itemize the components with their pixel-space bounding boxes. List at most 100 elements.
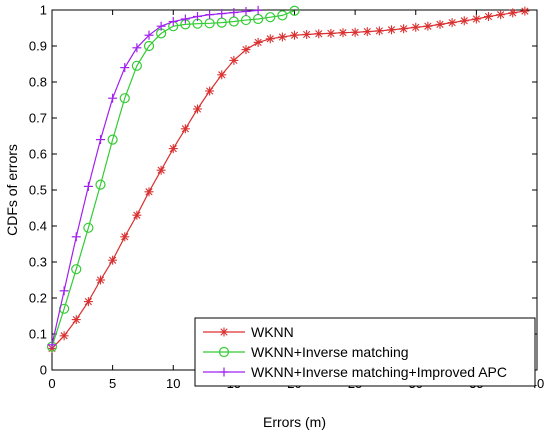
series-layer xyxy=(46,5,530,353)
data-point-asterisk xyxy=(253,37,263,47)
y-tick-label: 0 xyxy=(40,363,47,378)
series-line xyxy=(51,10,525,349)
legend-label: WKNN+Inverse matching+Improved APC xyxy=(251,364,507,380)
data-point-circle xyxy=(131,60,142,71)
data-point-plus xyxy=(253,5,263,15)
data-point-asterisk xyxy=(314,29,324,39)
data-point-asterisk xyxy=(219,327,229,337)
data-point-asterisk xyxy=(447,18,457,28)
series-3 xyxy=(47,5,263,350)
data-point-asterisk xyxy=(326,28,336,38)
y-tick-label: 0.7 xyxy=(29,111,47,126)
data-point-asterisk xyxy=(435,19,445,29)
data-point-plus xyxy=(71,232,81,242)
data-point-asterisk xyxy=(350,27,360,37)
data-point-asterisk xyxy=(108,255,118,265)
data-point-plus xyxy=(193,11,202,21)
data-point-asterisk xyxy=(180,124,190,134)
data-point-plus xyxy=(219,367,229,377)
data-point-asterisk xyxy=(508,8,518,18)
data-point-asterisk xyxy=(374,26,384,36)
data-point-asterisk xyxy=(387,25,396,35)
data-point-plus xyxy=(229,8,239,18)
data-point-circle xyxy=(107,134,118,145)
y-tick-label: 0.2 xyxy=(29,291,47,306)
data-point-asterisk xyxy=(241,45,251,55)
data-point-asterisk xyxy=(471,14,481,24)
data-point-plus xyxy=(241,6,251,16)
data-point-asterisk xyxy=(338,28,348,38)
data-point-asterisk xyxy=(290,30,299,40)
data-point-asterisk xyxy=(217,70,227,80)
data-point-asterisk xyxy=(132,210,142,220)
data-point-plus xyxy=(205,10,215,20)
plot-area xyxy=(51,9,538,371)
data-point-asterisk xyxy=(71,315,81,325)
data-point-plus xyxy=(144,30,154,40)
data-point-plus xyxy=(132,43,142,53)
data-point-asterisk xyxy=(168,144,178,154)
data-point-plus xyxy=(156,21,166,31)
data-point-asterisk xyxy=(520,6,530,16)
legend-label: WKNN xyxy=(251,324,294,340)
data-point-circle xyxy=(277,10,288,21)
data-point-asterisk xyxy=(302,29,312,39)
data-point-asterisk xyxy=(59,331,69,341)
y-tick-label: 0.1 xyxy=(29,327,47,342)
y-tick-label: 0.4 xyxy=(29,219,47,234)
y-tick-label: 0.9 xyxy=(29,39,47,54)
data-point-asterisk xyxy=(83,297,93,307)
data-point-asterisk xyxy=(144,187,154,197)
data-point-asterisk xyxy=(96,275,105,285)
data-point-plus xyxy=(47,340,57,350)
data-point-asterisk xyxy=(156,165,166,175)
y-axis-label: CDFs of errors xyxy=(4,144,20,236)
y-tick-label: 0.8 xyxy=(29,75,47,90)
data-point-plus xyxy=(180,14,190,24)
data-point-asterisk xyxy=(459,16,469,26)
y-axis: 0 0.1 0.2 0.3 0.4 0.5 0.6 0.7 0.8 0.9 1 xyxy=(29,3,537,378)
data-point-plus xyxy=(108,93,118,103)
data-point-asterisk xyxy=(205,86,215,96)
legend-entry: WKNN+Inverse matching xyxy=(203,344,409,360)
x-tick-label: 0 xyxy=(48,376,55,391)
series-1 xyxy=(47,6,530,353)
data-point-plus xyxy=(83,181,93,191)
x-axis-label: Errors (m) xyxy=(263,414,326,430)
data-point-asterisk xyxy=(277,32,287,42)
legend-entry: WKNN+Inverse matching+Improved APC xyxy=(203,364,507,380)
data-point-circle xyxy=(265,12,276,23)
legend-box xyxy=(194,317,536,387)
x-tick-label: 5 xyxy=(109,376,116,391)
data-point-circle xyxy=(289,5,300,16)
data-point-asterisk xyxy=(362,27,372,37)
x-tick-label: 10 xyxy=(166,376,180,391)
data-point-asterisk xyxy=(120,232,130,242)
data-point-plus xyxy=(217,9,227,19)
data-point-circle xyxy=(119,93,130,104)
data-point-circle xyxy=(143,40,155,52)
y-tick-label: 1 xyxy=(40,3,47,18)
data-point-plus xyxy=(96,135,105,145)
data-point-asterisk xyxy=(399,24,409,34)
legend: WKNN WKNN+Inverse matching WKNN+Inverse ma… xyxy=(194,317,536,387)
data-point-circle xyxy=(83,222,94,233)
data-point-asterisk xyxy=(411,22,421,32)
data-point-asterisk xyxy=(265,34,275,44)
data-point-asterisk xyxy=(423,21,433,31)
data-point-circle xyxy=(95,179,106,190)
y-tick-label: 0.6 xyxy=(29,147,47,162)
data-point-plus xyxy=(168,17,178,27)
data-point-asterisk xyxy=(193,104,202,114)
data-point-asterisk xyxy=(496,10,506,20)
legend-entry: WKNN xyxy=(203,324,294,340)
data-point-circle xyxy=(218,346,230,358)
data-point-asterisk xyxy=(229,55,239,65)
legend-label: WKNN+Inverse matching xyxy=(251,344,409,360)
data-point-asterisk xyxy=(484,11,493,21)
data-point-plus xyxy=(120,63,130,73)
data-point-circle xyxy=(71,264,82,275)
y-tick-label: 0.5 xyxy=(29,183,47,198)
y-tick-label: 0.3 xyxy=(29,255,47,270)
